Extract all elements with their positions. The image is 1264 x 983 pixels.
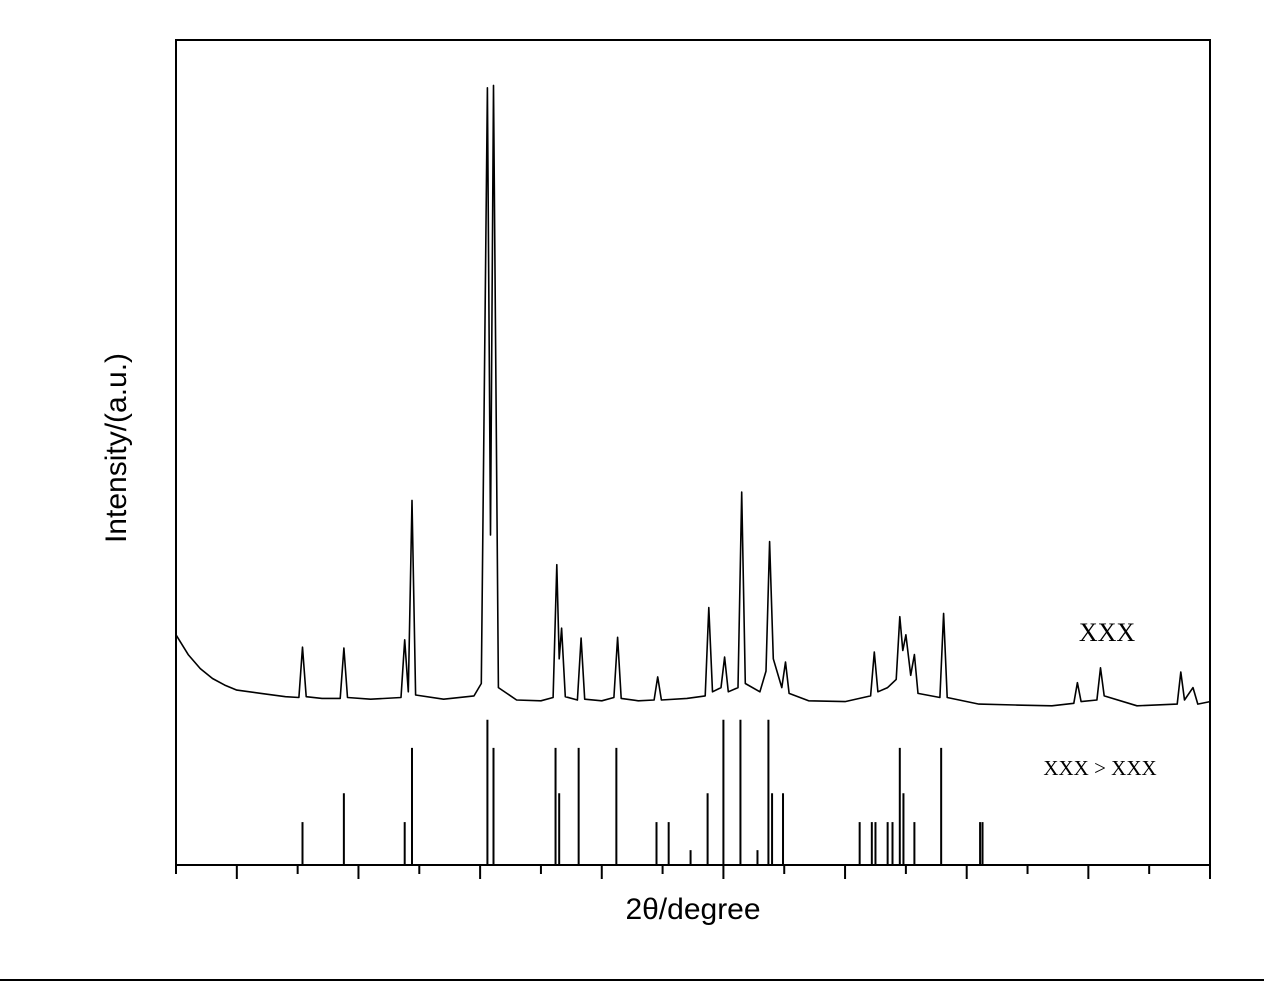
pattern-line — [175, 84, 1211, 707]
y-axis-title: Intensity/(a.u.) — [100, 353, 133, 543]
series-label: XXX > XXX — [1043, 756, 1156, 780]
series-label: XXX — [1079, 618, 1136, 647]
plot-frame — [175, 39, 1211, 866]
x-axis-title: 2θ/degree — [625, 893, 760, 926]
